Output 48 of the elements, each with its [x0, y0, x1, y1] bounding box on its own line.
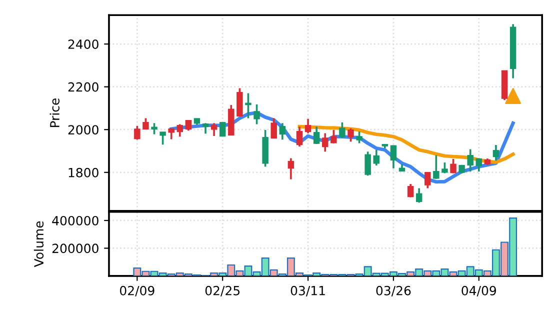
- candlestick: [407, 183, 414, 198]
- candlestick: [313, 126, 320, 145]
- candlestick: [348, 127, 354, 142]
- candlestick: [176, 123, 183, 138]
- y-tick-label: 1800: [68, 168, 98, 178]
- candlestick: [492, 144, 500, 162]
- x-tick-label: 03/11: [290, 286, 325, 296]
- candlestick: [134, 125, 140, 141]
- x-tick-label: 03/26: [376, 286, 411, 296]
- candlestick: [245, 92, 252, 120]
- candlestick: [424, 171, 431, 190]
- candlestick: [236, 87, 243, 118]
- candlestick: [296, 126, 303, 148]
- candlestick: [339, 121, 346, 140]
- candlestick: [433, 154, 440, 180]
- y-axis-title: Volume: [34, 221, 44, 268]
- candlestick: [322, 132, 328, 153]
- x-tick-label: 02/25: [205, 286, 240, 296]
- candlestick: [160, 131, 166, 146]
- candlestick: [476, 157, 482, 172]
- candlestick: [442, 162, 448, 174]
- candlestick: [330, 129, 337, 144]
- candlestick: [467, 148, 474, 172]
- y-tick-label: 2400: [68, 39, 98, 49]
- candlestick: [373, 149, 380, 166]
- candlestick: [210, 122, 218, 137]
- y-tick-label: 200000: [52, 244, 98, 254]
- y-tick-label: 400000: [52, 216, 98, 226]
- candlestick: [254, 103, 260, 126]
- candlestick: [202, 122, 209, 135]
- candlestick: [151, 122, 158, 136]
- candlestick: [416, 187, 422, 204]
- candlestick: [142, 117, 149, 130]
- y-tick-label: 2200: [68, 82, 98, 92]
- y-tick-label: 2000: [68, 125, 98, 135]
- candlestick: [390, 144, 397, 170]
- candlestick: [450, 158, 456, 174]
- x-tick-label: 04/09: [462, 286, 496, 296]
- candlestick: [279, 122, 286, 141]
- candlestick: [270, 117, 277, 140]
- candlestick: [364, 150, 371, 177]
- candlestick: [356, 130, 362, 144]
- x-tick-label: 02/09: [120, 286, 154, 296]
- y-axis-title: Price: [50, 98, 60, 128]
- candlestick: [219, 122, 226, 137]
- candlestick: [304, 118, 312, 134]
- line-series: [170, 110, 515, 184]
- candlestick: [288, 157, 294, 180]
